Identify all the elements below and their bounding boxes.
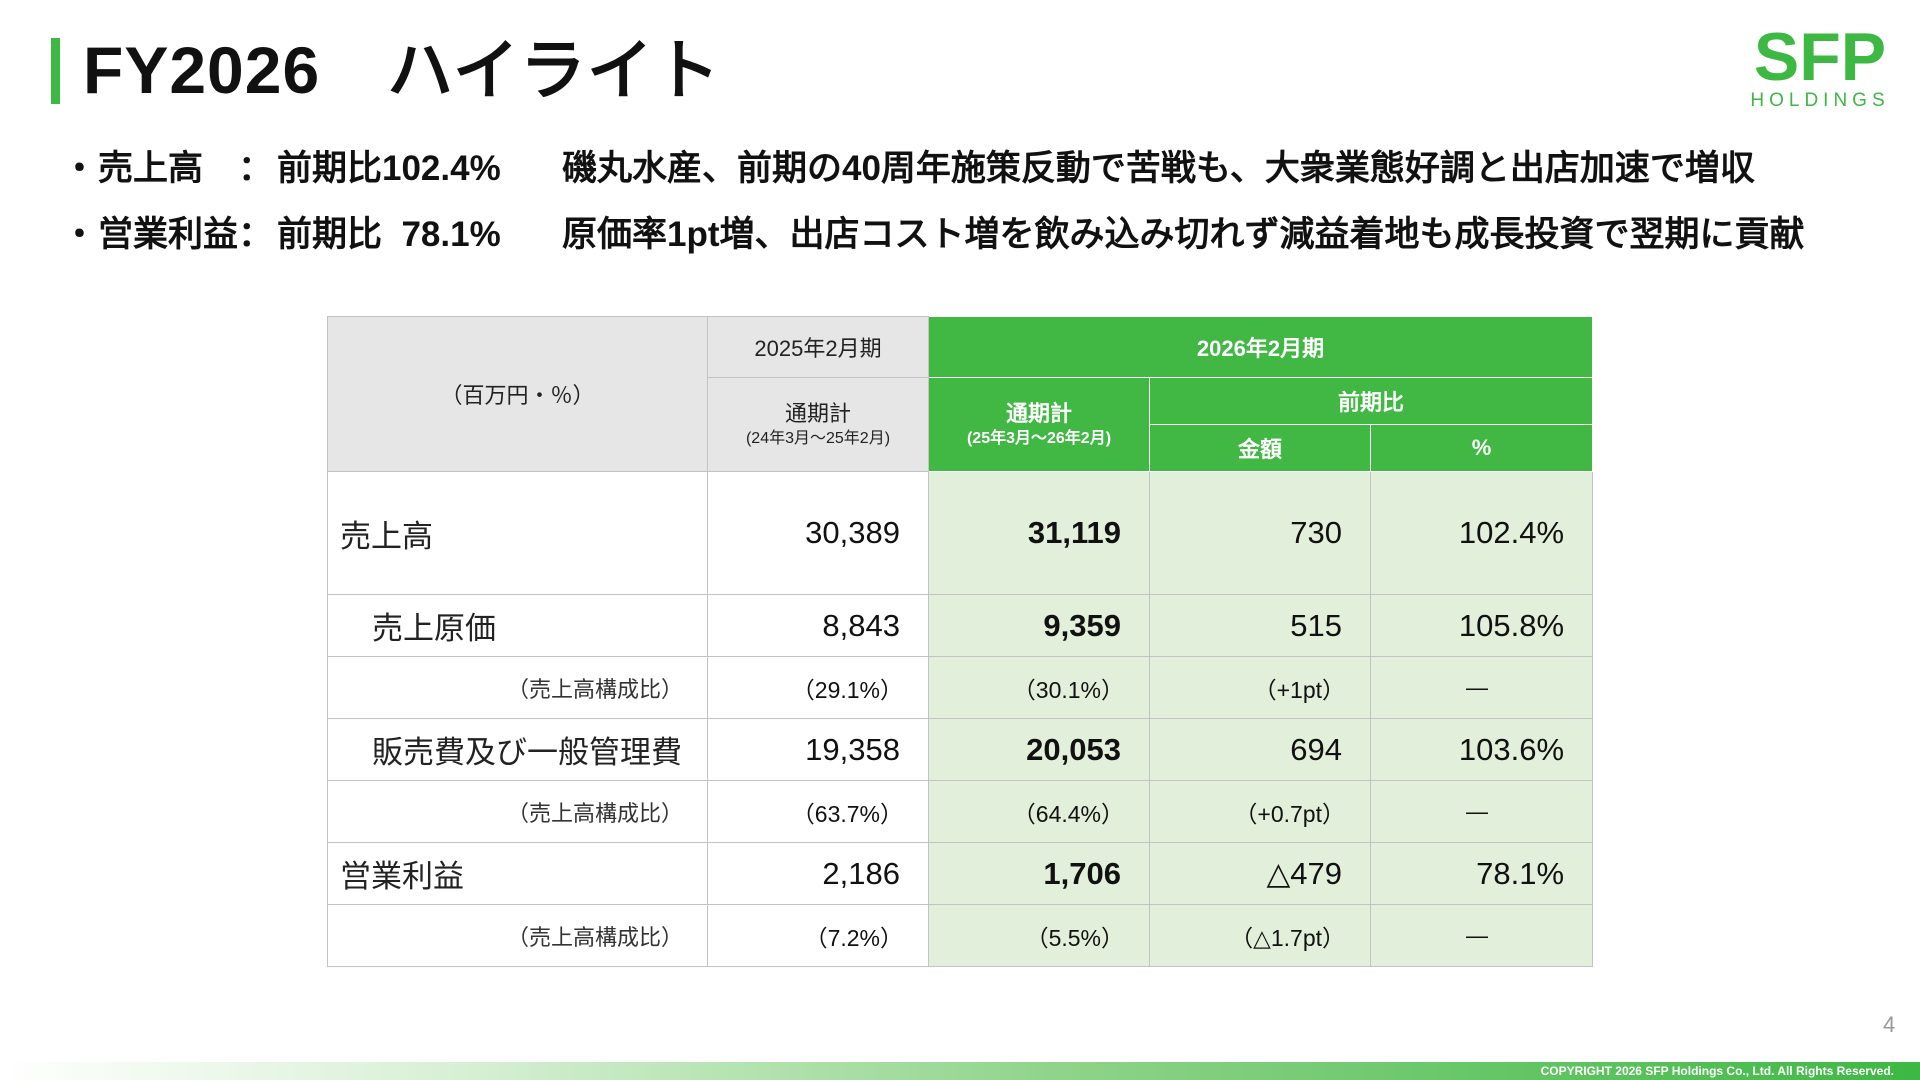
yoy-header: 前期比 xyxy=(1148,377,1594,425)
pct-ratio: ― xyxy=(1369,904,1594,967)
row-label: 売上高 xyxy=(327,471,708,595)
pct-value: 105.8% xyxy=(1369,594,1594,657)
bullet-operating-profit: ・ 営業利益： 前期比 78.1% 原価率1pt増、出店コスト増を飲み込み切れず… xyxy=(62,206,1805,272)
bullet-description: 磯丸水産、前期の40周年施策反動で苦戦も、大衆業態好調と出店加速で増収 xyxy=(562,149,1755,188)
yoy-pct-header: % xyxy=(1369,424,1594,472)
bullet-label: 営業利益： xyxy=(98,215,274,254)
bullet-label: 売上高 ： xyxy=(98,149,274,188)
prev-ratio: （63.7%） xyxy=(707,780,929,843)
table-row: 売上原価 8,843 9,359 515 105.8% xyxy=(327,594,1594,657)
prev-value: 30,389 xyxy=(707,471,929,595)
row-label: 営業利益 xyxy=(327,842,708,905)
prev-ratio: （29.1%） xyxy=(707,656,929,719)
bullet-dot: ・ xyxy=(62,215,98,254)
subrow-label: （売上高構成比） xyxy=(327,656,708,719)
pct-ratio: ― xyxy=(1369,656,1594,719)
curr-value: 9,359 xyxy=(928,594,1150,657)
diff-ratio: （+0.7pt） xyxy=(1149,780,1371,843)
prev-year-header: 2025年2月期 xyxy=(707,316,929,378)
logo-sub-text: HOLDINGS xyxy=(1750,90,1889,111)
curr-ratio: （64.4%） xyxy=(928,780,1150,843)
prev-full-label: 通期計 xyxy=(784,400,851,426)
prev-ratio: （7.2%） xyxy=(707,904,929,967)
prev-full-year-header: 通期計 (24年3月～25年2月) xyxy=(707,377,929,472)
curr-ratio: （5.5%） xyxy=(928,904,1150,967)
slide-title: FY2026 ハイライト xyxy=(83,33,721,107)
table-row: 営業利益 2,186 1,706 △479 78.1% xyxy=(327,842,1594,905)
row-label: 販売費及び一般管理費 xyxy=(327,718,708,781)
copyright-text: COPYRIGHT 2026 SFP Holdings Co., Ltd. Al… xyxy=(1540,1064,1894,1078)
curr-ratio: （30.1%） xyxy=(928,656,1150,719)
yoy-amount-header: 金額 xyxy=(1149,424,1371,472)
prev-value: 19,358 xyxy=(707,718,929,781)
pct-value: 78.1% xyxy=(1369,842,1594,905)
curr-year-header: 2026年2月期 xyxy=(927,316,1594,378)
bullet-description: 原価率1pt増、出店コスト増を飲み込み切れず減益着地も成長投資で翌期に貢献 xyxy=(562,215,1805,254)
page-number: 4 xyxy=(1883,1012,1896,1037)
curr-value: 31,119 xyxy=(928,471,1150,595)
bullet-dot: ・ xyxy=(62,149,98,188)
title-accent-bar xyxy=(51,38,60,104)
diff-value: 515 xyxy=(1149,594,1371,657)
table-row: 売上高 30,389 31,119 730 102.4% xyxy=(327,471,1594,595)
table-subrow: （売上高構成比） （7.2%） （5.5%） （△1.7pt） ― xyxy=(327,904,1594,967)
bullet-sales: ・ 売上高 ： 前期比102.4% 磯丸水産、前期の40周年施策反動で苦戦も、大… xyxy=(62,140,1755,206)
pct-ratio: ― xyxy=(1369,780,1594,843)
prev-value: 2,186 xyxy=(707,842,929,905)
diff-value: 730 xyxy=(1149,471,1371,595)
diff-ratio: （+1pt） xyxy=(1149,656,1371,719)
sfp-holdings-logo: SFP HOLDINGS xyxy=(1740,22,1900,112)
prev-range-label: (24年3月～25年2月) xyxy=(745,429,891,447)
highlight-bullets: ・ 売上高 ： 前期比102.4% 磯丸水産、前期の40周年施策反動で苦戦も、大… xyxy=(62,140,1805,272)
curr-full-year-header: 通期計 (25年3月～26年2月) xyxy=(928,377,1150,472)
prev-value: 8,843 xyxy=(707,594,929,657)
curr-range-label: (25年3月～26年2月) xyxy=(966,429,1112,447)
curr-value: 1,706 xyxy=(928,842,1150,905)
financial-results-table: （百万円・％） 2025年2月期 2026年2月期 通期計 (24年3月～25年… xyxy=(327,316,1594,967)
row-label: 売上原価 xyxy=(327,594,708,657)
unit-label: （百万円・％） xyxy=(327,316,708,472)
logo-main-text: SFP xyxy=(1754,22,1886,95)
table-row: 販売費及び一般管理費 19,358 20,053 694 103.6% xyxy=(327,718,1594,781)
pct-value: 103.6% xyxy=(1369,718,1594,781)
curr-full-label: 通期計 xyxy=(1005,400,1072,426)
bullet-value: 前期比 78.1% xyxy=(277,215,501,254)
diff-value: △479 xyxy=(1149,842,1371,905)
diff-ratio: （△1.7pt） xyxy=(1149,904,1371,967)
diff-value: 694 xyxy=(1149,718,1371,781)
subrow-label: （売上高構成比） xyxy=(327,904,708,967)
table-subrow: （売上高構成比） （63.7%） （64.4%） （+0.7pt） ― xyxy=(327,780,1594,843)
footer-gradient-bar xyxy=(0,1062,1920,1080)
curr-value: 20,053 xyxy=(928,718,1150,781)
subrow-label: （売上高構成比） xyxy=(327,780,708,843)
pct-value: 102.4% xyxy=(1369,471,1594,595)
bullet-value: 前期比102.4% xyxy=(277,149,501,188)
table-subrow: （売上高構成比） （29.1%） （30.1%） （+1pt） ― xyxy=(327,656,1594,719)
